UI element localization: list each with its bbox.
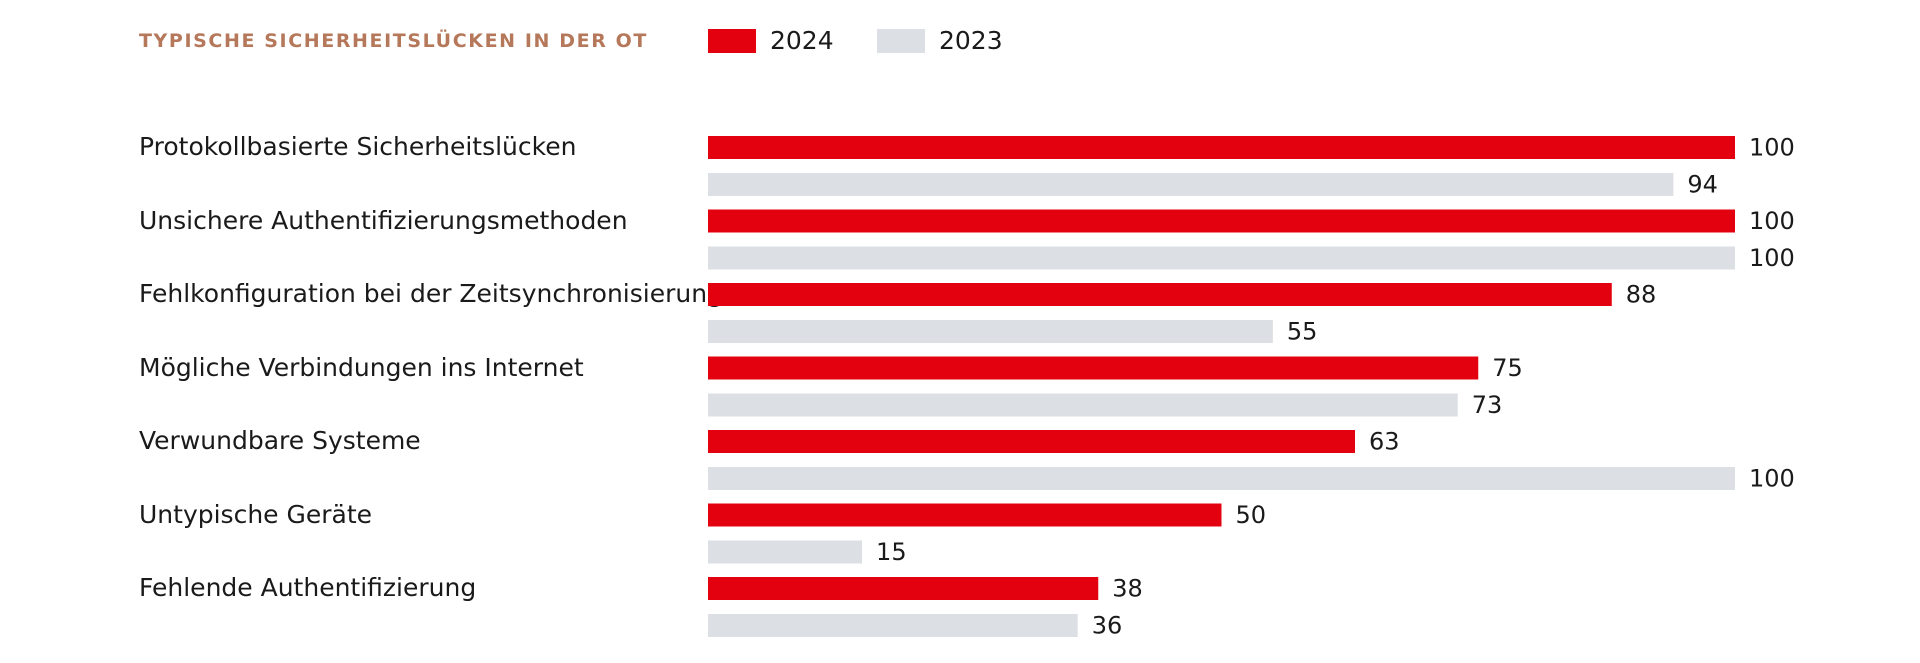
data-label-2023: 73: [1472, 391, 1503, 419]
data-label-2023: 55: [1287, 318, 1318, 346]
category-label: Unsichere Authentifizierungsmethoden: [139, 205, 628, 235]
bar-2024: [708, 577, 1099, 600]
bar-2023: [708, 540, 863, 564]
data-label-2023: 100: [1749, 244, 1795, 272]
data-label-2023: 94: [1687, 171, 1718, 199]
bar-2024: [708, 503, 1222, 527]
category-label: Verwundbare Systeme: [139, 426, 421, 455]
legend-swatch-2023: [877, 29, 925, 53]
data-label-2024: 100: [1749, 207, 1795, 235]
category-label: Protokollbasierte Sicherheitslücken: [139, 132, 577, 161]
category-label: Fehlkonfiguration bei der Zeitsynchronis…: [139, 279, 723, 308]
legend-label-2024: 2024: [770, 26, 834, 55]
bar-2023: [708, 320, 1273, 343]
data-label-2024: 88: [1626, 281, 1657, 309]
data-label-2024: 75: [1492, 354, 1523, 382]
category-label: Untypische Geräte: [139, 499, 373, 529]
bar-2024: [708, 283, 1612, 306]
legend-label-2023: 2023: [939, 26, 1003, 55]
data-label-2024: 38: [1112, 575, 1143, 603]
data-label-2023: 100: [1749, 465, 1795, 493]
bar-2024: [708, 209, 1735, 233]
category-label: Mögliche Verbindungen ins Internet: [139, 352, 584, 382]
chart-title: TYPISCHE SICHERHEITSLÜCKEN IN DER OT: [139, 30, 648, 52]
bar-2023: [708, 393, 1458, 417]
bar-2023: [708, 173, 1674, 196]
bar-2023: [708, 467, 1735, 490]
legend-swatch-2024: [708, 29, 756, 53]
data-label-2024: 63: [1369, 428, 1400, 456]
bar-2023: [708, 246, 1735, 270]
data-label-2024: 100: [1749, 134, 1795, 162]
bar-2024: [708, 430, 1356, 453]
data-label-2023: 15: [876, 538, 907, 566]
legend-item-2023: 2023: [877, 27, 1003, 55]
bar-2024: [708, 136, 1735, 159]
legend-item-2024: 2024: [708, 27, 834, 55]
data-label-2023: 36: [1092, 612, 1123, 640]
data-label-2024: 50: [1236, 501, 1267, 529]
bar-2023: [708, 614, 1078, 637]
category-label: Fehlende Authentifizierung: [139, 573, 477, 602]
bar-2024: [708, 356, 1479, 380]
